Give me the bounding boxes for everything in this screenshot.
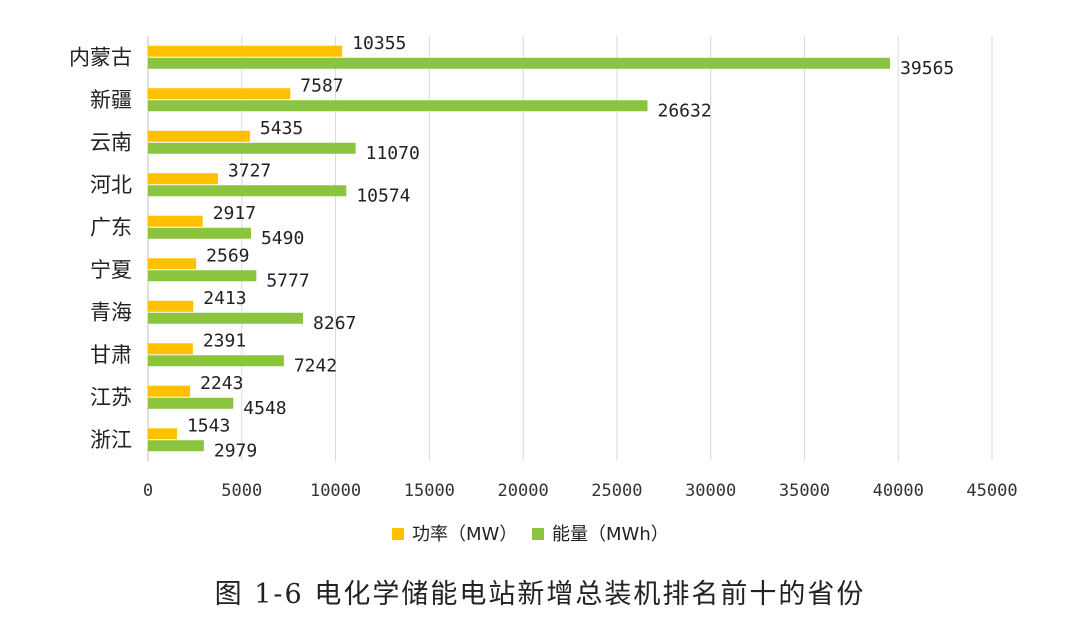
category-label: 江苏 — [90, 385, 132, 409]
category-label: 新疆 — [90, 88, 132, 112]
category-label: 内蒙古 — [69, 45, 132, 69]
data-label: 5490 — [261, 228, 304, 249]
data-label: 3727 — [228, 160, 271, 181]
bar-energy — [148, 142, 356, 154]
bar-energy — [148, 100, 648, 112]
category-label: 甘肃 — [90, 343, 132, 367]
bar-chart: 10355 39565 7587 26632 5435 11070 3727 10574 291… — [69, 33, 1018, 545]
bar-energy — [148, 227, 251, 239]
data-label: 2391 — [203, 330, 246, 351]
data-label: 10355 — [352, 33, 406, 54]
legend-label: 能量（MWh） — [552, 524, 669, 545]
bar-power — [148, 45, 343, 57]
data-label: 2243 — [200, 373, 243, 394]
bar-energy — [148, 440, 204, 452]
data-label: 5435 — [260, 118, 303, 139]
data-label: 10574 — [356, 185, 410, 206]
category-label: 宁夏 — [90, 258, 132, 282]
bar-power — [148, 88, 291, 100]
legend-swatch — [532, 528, 544, 540]
bar-energy — [148, 270, 257, 282]
x-tick-label: 0 — [143, 481, 153, 501]
x-tick-label: 20000 — [498, 481, 549, 501]
bar-power — [148, 385, 191, 397]
legend: 功率（MW） 能量（MWh） — [392, 524, 669, 545]
data-label: 7587 — [300, 75, 343, 96]
data-label: 5777 — [266, 270, 309, 291]
data-label: 2569 — [206, 245, 249, 266]
bar-energy — [148, 355, 284, 367]
category-label: 云南 — [90, 130, 132, 154]
data-label: 39565 — [900, 58, 954, 79]
data-label: 7242 — [294, 355, 337, 376]
x-tick-label: 5000 — [221, 481, 262, 501]
bar-power — [148, 173, 218, 185]
bar-energy — [148, 57, 891, 69]
data-label: 26632 — [657, 100, 711, 121]
bar-power — [148, 258, 197, 270]
data-labels: 10355 39565 7587 26632 5435 11070 3727 10574 291… — [187, 33, 954, 462]
bar-energy — [148, 185, 347, 197]
x-tick-labels: 0 5000 10000 15000 20000 25000 30000 35000 40000… — [143, 481, 1018, 501]
legend-label: 功率（MW） — [412, 524, 517, 545]
category-label: 河北 — [90, 173, 132, 197]
category-label: 浙江 — [90, 428, 132, 452]
x-tick-label: 35000 — [779, 481, 830, 501]
data-label: 2979 — [214, 440, 257, 461]
bar-energy — [148, 397, 234, 409]
bar-power — [148, 130, 250, 142]
x-tick-label: 25000 — [591, 481, 642, 501]
bars — [148, 45, 891, 452]
x-tick-label: 15000 — [404, 481, 455, 501]
category-label: 广东 — [90, 215, 132, 239]
data-label: 8267 — [313, 313, 356, 334]
data-label: 2413 — [203, 288, 246, 309]
data-label: 2917 — [213, 203, 256, 224]
bar-power — [148, 343, 193, 355]
bar-power — [148, 300, 194, 312]
bar-power — [148, 215, 203, 227]
bar-energy — [148, 312, 304, 324]
x-tick-label: 30000 — [685, 481, 736, 501]
legend-swatch — [392, 528, 404, 540]
data-label: 11070 — [366, 143, 420, 164]
category-label: 青海 — [90, 300, 132, 324]
data-label: 4548 — [243, 398, 286, 419]
figure-caption: 图 1-6 电化学储能电站新增总装机排名前十的省份 — [214, 579, 866, 610]
bar-power — [148, 428, 177, 440]
x-tick-label: 40000 — [873, 481, 924, 501]
x-tick-label: 10000 — [310, 481, 361, 501]
x-tick-label: 45000 — [966, 481, 1017, 501]
data-label: 1543 — [187, 415, 230, 436]
